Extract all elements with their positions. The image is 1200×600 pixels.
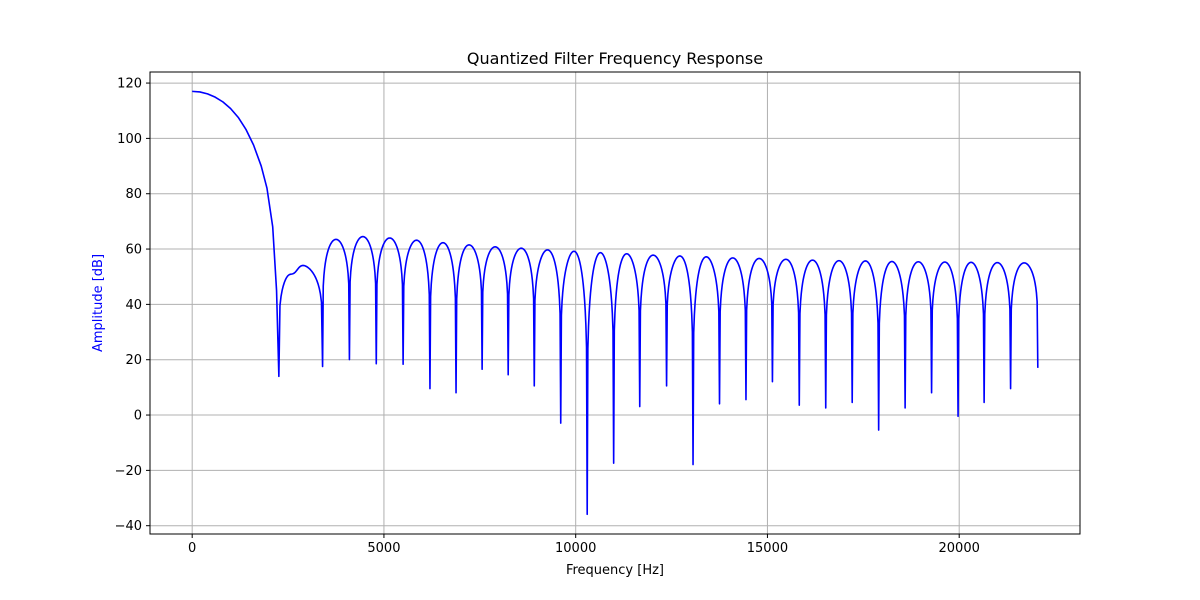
y-tick-label: 100 [117,132,142,147]
x-tick-label: 10000 [555,541,596,556]
y-tick-label: −20 [115,464,142,479]
y-tick-label: 120 [117,77,142,92]
y-tick-label: 40 [125,298,142,313]
y-tick-label: 20 [125,353,142,368]
response-line [192,90,1039,516]
y-tick-label: −40 [115,519,142,534]
y-tick-label: 60 [125,243,142,258]
x-tick-label: 20000 [939,541,980,556]
plot-frame [149,71,1081,535]
chart-title: Quantized Filter Frequency Response [467,49,763,68]
x-axis-label: Frequency [Hz] [566,563,664,578]
y-axis-label: Amplitude [dB] [91,254,106,352]
series-layer [192,90,1039,516]
tick-marks: 0 5000 10000 15000 20000 −40 −20 0 20 40 60 80 100 12… [115,77,980,556]
x-tick-label: 5000 [367,541,400,556]
y-tick-label: 80 [125,187,142,202]
x-tick-label: 0 [188,541,196,556]
x-tick-label: 15000 [747,541,788,556]
grid-lines [150,72,1080,534]
y-tick-label: 0 [134,409,142,424]
